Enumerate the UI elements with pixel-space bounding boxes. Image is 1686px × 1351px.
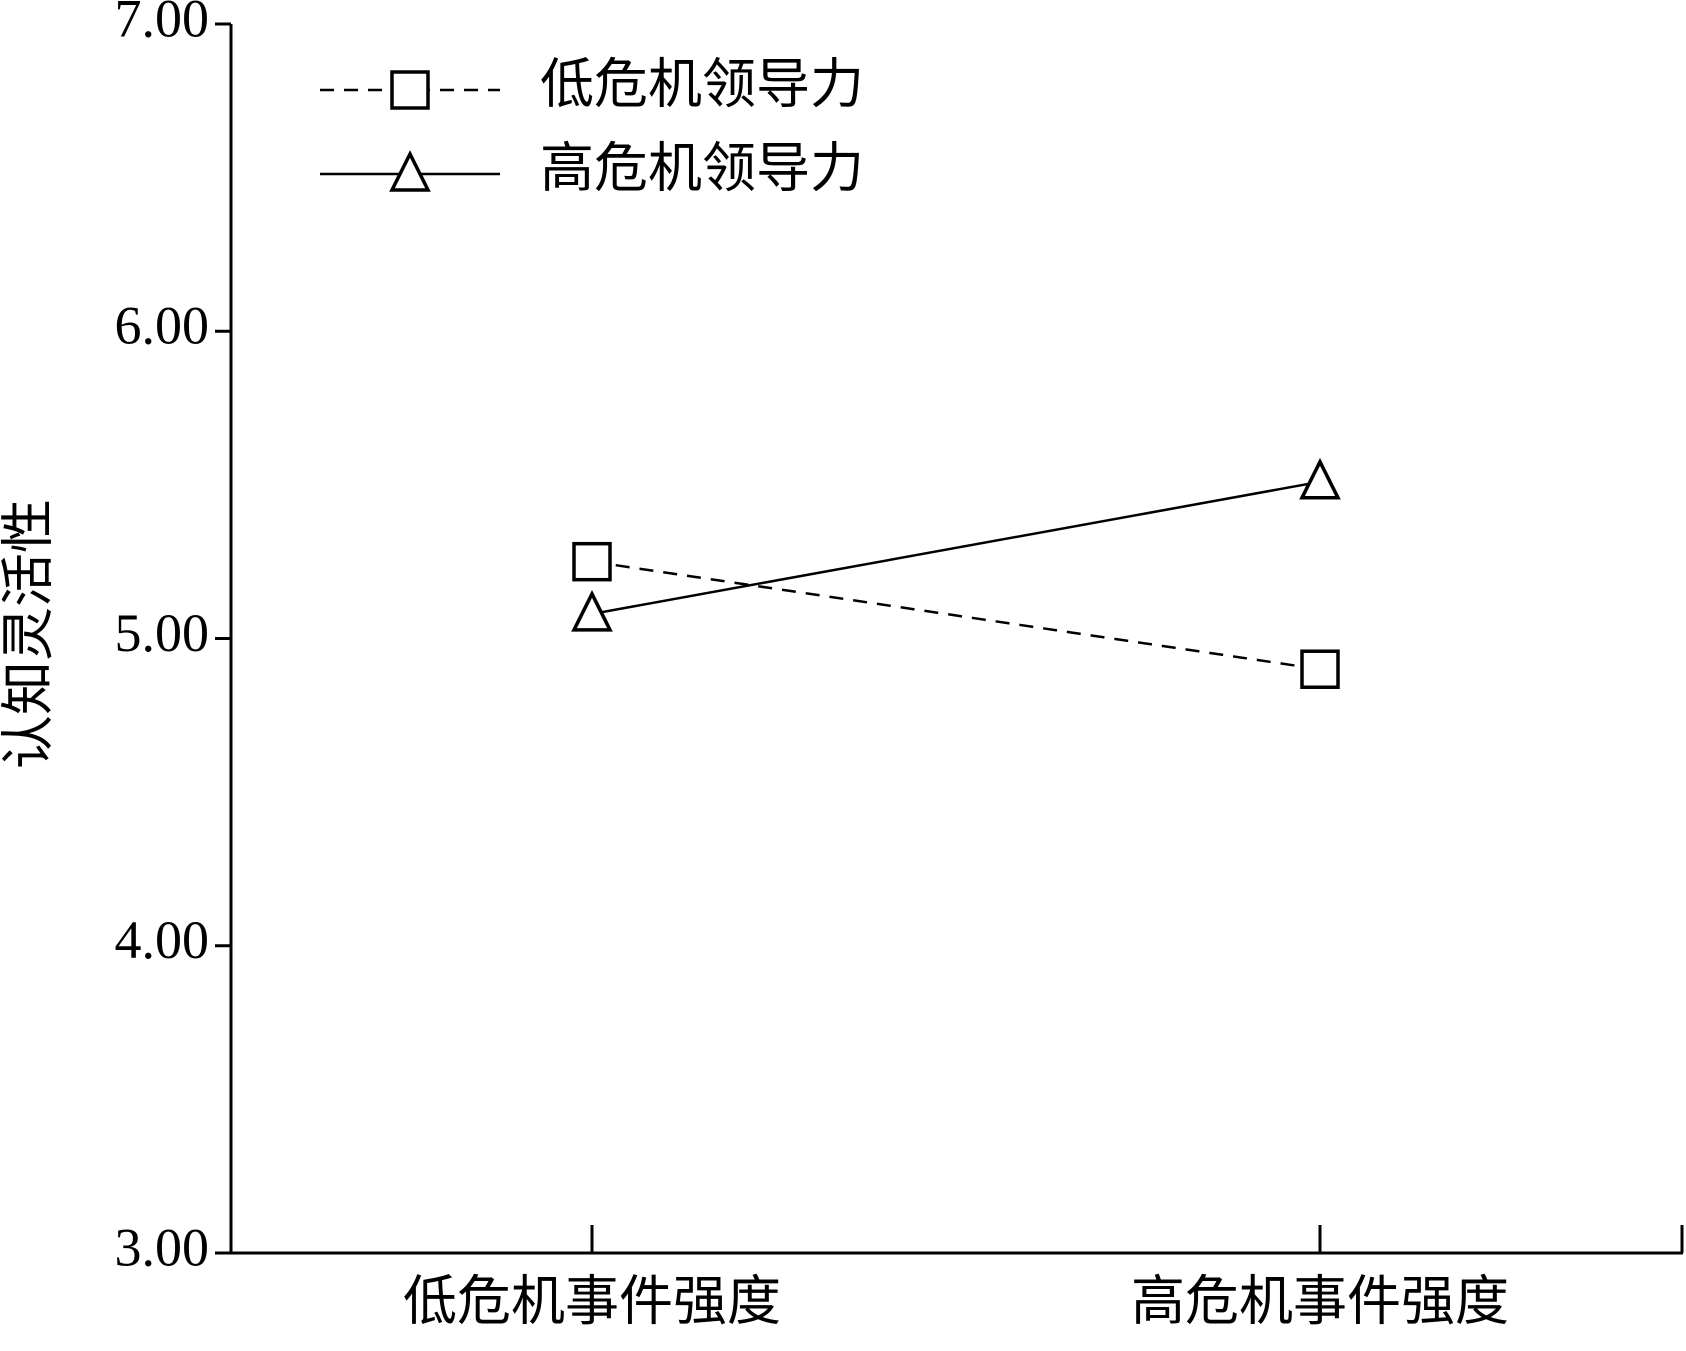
point [1300, 649, 1340, 689]
legend-marker [389, 150, 431, 192]
y-axis-label: 认知灵活性 [0, 499, 58, 769]
y-tick-label: 4.00 [115, 910, 210, 970]
x-tick-label: 高危机事件强度 [1131, 1271, 1509, 1331]
y-tick-label: 7.00 [115, 0, 210, 48]
series-line [591, 560, 1321, 671]
legend-marker [390, 70, 430, 110]
series-line [591, 480, 1321, 616]
y-tick-label: 3.00 [115, 1217, 210, 1277]
legend-label: 低危机领导力 [540, 54, 864, 114]
point [572, 541, 612, 582]
legend-label: 高危机领导力 [540, 138, 864, 198]
y-tick-label: 5.00 [115, 603, 210, 663]
point [1299, 457, 1341, 500]
y-tick-label: 6.00 [115, 296, 210, 356]
point [571, 590, 613, 632]
x-tick-label: 低危机事件强度 [403, 1271, 781, 1331]
